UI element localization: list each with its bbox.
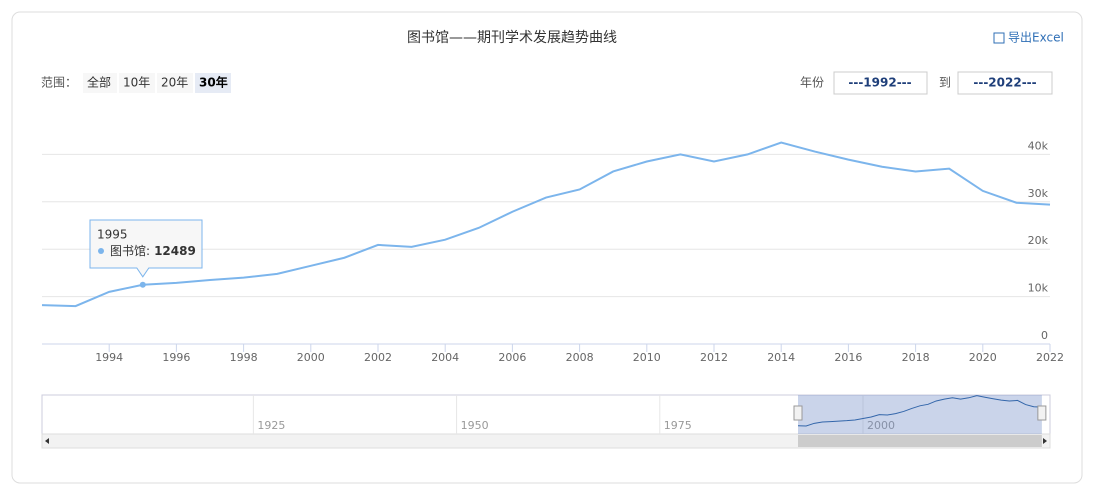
navigator-tick-label: 1950 (461, 419, 489, 432)
scrollbar-thumb[interactable] (798, 435, 1042, 447)
x-tick-label: 2000 (297, 351, 325, 364)
range-button[interactable] (195, 73, 231, 93)
to-value: ---2022--- (973, 76, 1036, 90)
to-label: 到 (939, 76, 951, 90)
export-button[interactable]: 导出Excel (1008, 31, 1064, 45)
range-button-label[interactable]: 30年 (199, 75, 228, 90)
x-tick-label: 2018 (902, 351, 930, 364)
to-input[interactable] (957, 71, 1053, 95)
x-tick-label: 2010 (633, 351, 661, 364)
y-tick-label: 20k (1028, 234, 1049, 247)
range-button[interactable] (157, 73, 193, 93)
tooltip-marker (98, 248, 104, 254)
x-tick-label: 2016 (834, 351, 862, 364)
year-label: 年份 (800, 76, 824, 90)
hover-point (139, 281, 146, 288)
x-tick-label: 2020 (969, 351, 997, 364)
tooltip-body: 图书馆: 12489 (110, 243, 196, 258)
x-tick-label: 2006 (498, 351, 526, 364)
x-tick-label: 1998 (230, 351, 258, 364)
scroll-left[interactable] (45, 438, 49, 444)
x-tick-label: 2022 (1036, 351, 1064, 364)
range-button-label[interactable]: 全部 (87, 75, 111, 90)
x-tick-label: 1996 (162, 351, 190, 364)
navigator-handle[interactable] (1037, 405, 1047, 421)
chart-title: 图书馆——期刊学术发展趋势曲线 (407, 30, 617, 46)
x-tick-label: 2012 (700, 351, 728, 364)
navigator-tick-label: 1975 (664, 419, 692, 432)
range-button[interactable] (83, 73, 117, 93)
navigator-selection[interactable] (798, 395, 1042, 434)
x-tick-label: 1994 (95, 351, 123, 364)
tooltip-part: : (146, 244, 150, 258)
range-button-label[interactable]: 10年 (123, 76, 150, 90)
navigator-handle[interactable] (793, 405, 803, 421)
tooltip-part: 图书馆 (110, 243, 146, 258)
tooltip-box (89, 219, 203, 278)
x-tick-label: 2008 (566, 351, 594, 364)
tooltip-x: 1995 (97, 228, 128, 242)
range-button-label[interactable]: 20年 (161, 76, 188, 90)
navigator-tick-label: 2000 (867, 419, 895, 432)
range-button[interactable] (119, 73, 155, 93)
from-value: ---1992--- (848, 76, 911, 90)
x-tick-label: 2004 (431, 351, 459, 364)
from-input[interactable] (833, 71, 928, 95)
navigator-line (797, 395, 1042, 427)
range-label: 范围： (41, 76, 77, 90)
excel-icon[interactable] (993, 32, 1005, 44)
series-line (41, 141, 1051, 308)
y-tick-label: 30k (1028, 187, 1049, 200)
x-tick-label: 2014 (767, 351, 795, 364)
y-tick-label: 40k (1028, 139, 1049, 152)
scroll-right[interactable] (1043, 438, 1047, 444)
navigator-tick-label: 1925 (257, 419, 285, 432)
y-tick-label: 0 (1041, 329, 1048, 342)
x-tick-label: 2002 (364, 351, 392, 364)
y-tick-label: 10k (1028, 282, 1049, 295)
card (11, 11, 1083, 484)
tooltip-part: 12489 (154, 244, 196, 258)
